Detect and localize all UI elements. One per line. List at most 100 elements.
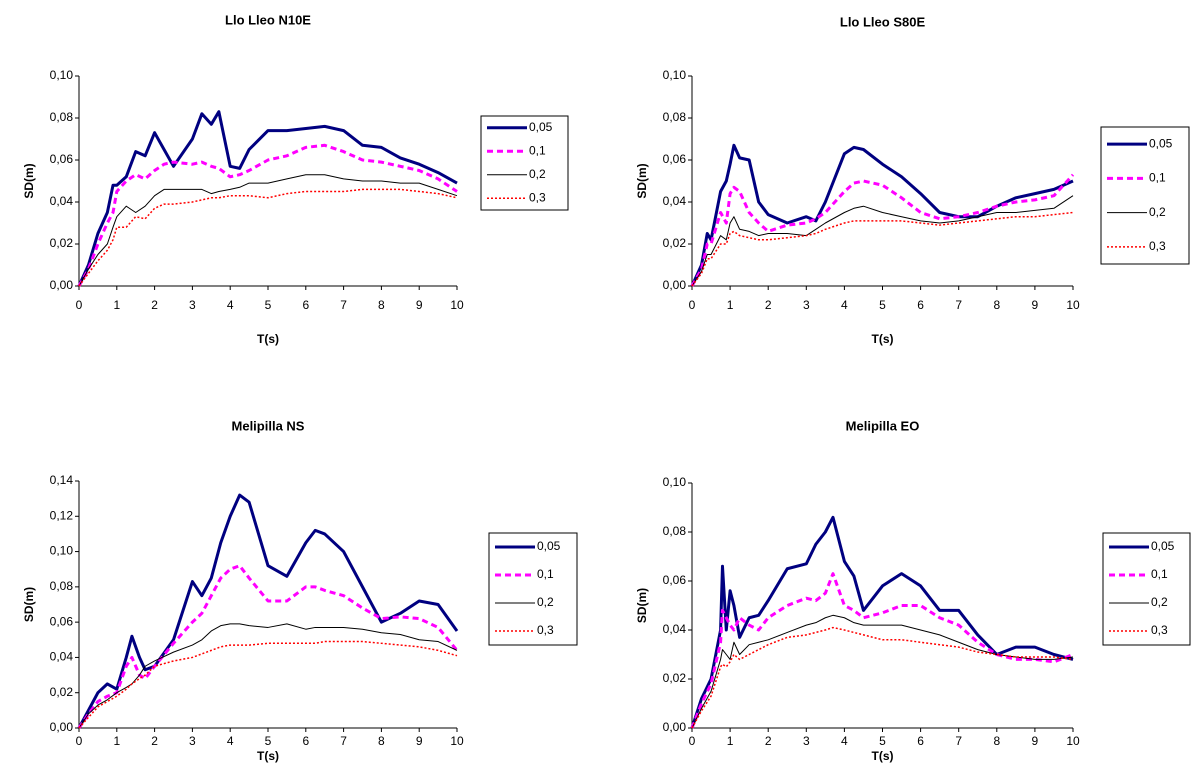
series-line xyxy=(690,572,1074,729)
series-line xyxy=(78,640,458,729)
x-tick-label: 3 xyxy=(803,298,810,312)
legend-box xyxy=(480,115,569,211)
y-tick-label: 0,14 xyxy=(50,473,74,487)
y-tick-label: 0,10 xyxy=(663,475,687,489)
x-tick-label: 10 xyxy=(450,734,464,748)
x-tick-label: 6 xyxy=(302,298,309,312)
y-axis-label: SD(m) xyxy=(22,163,36,198)
legend-label: 0,05 xyxy=(537,539,561,553)
x-axis-label: T(s) xyxy=(257,749,279,763)
x-tick-label: 4 xyxy=(841,298,848,312)
x-tick-label: 0 xyxy=(689,734,696,748)
series-line xyxy=(691,195,1074,287)
y-tick-label: 0,10 xyxy=(663,68,687,82)
series-line xyxy=(691,626,1074,729)
x-tick-label: 10 xyxy=(1066,298,1080,312)
series-line xyxy=(691,211,1074,287)
y-tick-label: 0,08 xyxy=(663,524,687,538)
x-tick-label: 9 xyxy=(416,298,423,312)
chart: Melipilla NS T(s) SD(m) 0,00 0,02 0,04 0,06 0,0… xyxy=(22,418,578,763)
series-line xyxy=(690,515,1074,729)
series-line xyxy=(78,174,458,287)
x-tick-label: 6 xyxy=(917,298,924,312)
x-axis-label: T(s) xyxy=(872,749,894,763)
x-tick-label: 6 xyxy=(917,734,924,748)
y-tick-label: 0,08 xyxy=(50,579,74,593)
x-tick-label: 3 xyxy=(189,298,196,312)
x-tick-label: 10 xyxy=(450,298,464,312)
chart: Melipilla EO T(s) SD(m) 0,00 0,02 0,04 0,06 0,0… xyxy=(635,418,1191,763)
series-line xyxy=(77,564,459,729)
x-tick-label: 0 xyxy=(76,734,83,748)
legend-label: 0,2 xyxy=(537,595,554,609)
x-tick-label: 3 xyxy=(803,734,810,748)
legend-box xyxy=(488,532,578,646)
x-tick-label: 9 xyxy=(1032,298,1039,312)
legend-label: 0,05 xyxy=(1149,136,1173,150)
legend-label: 0,3 xyxy=(529,190,546,204)
x-tick-label: 8 xyxy=(993,734,1000,748)
legend: 0,05 0,1 0,2 0,3 xyxy=(480,115,569,211)
x-tick-label: 5 xyxy=(879,734,886,748)
legend-label: 0,1 xyxy=(537,567,554,581)
legend-label: 0,3 xyxy=(1151,623,1168,637)
x-tick-label: 0 xyxy=(689,298,696,312)
chart-title: Melipilla NS xyxy=(232,418,305,433)
chart: Llo Lleo S80E T(s) SD(m) 0,00 0,02 0,04 0,06 0,… xyxy=(635,14,1190,346)
y-axis-label: SD(m) xyxy=(635,163,649,198)
y-tick-label: 0,00 xyxy=(663,278,687,292)
chart: Llo Lleo N10E T(s) SD(m) 0,00 0,02 0,04 0,06 0,… xyxy=(22,12,569,346)
legend-label: 0,3 xyxy=(537,623,554,637)
x-tick-label: 2 xyxy=(765,734,772,748)
legend-label: 0,2 xyxy=(1151,595,1168,609)
y-tick-label: 0,06 xyxy=(663,152,687,166)
x-tick-label: 2 xyxy=(765,298,772,312)
series-line xyxy=(77,493,459,729)
legend: 0,05 0,1 0,2 0,3 xyxy=(488,532,578,646)
x-tick-label: 5 xyxy=(265,298,272,312)
legend-label: 0,1 xyxy=(1151,567,1168,581)
x-axis-label: T(s) xyxy=(257,332,279,346)
y-tick-label: 0,10 xyxy=(50,68,74,82)
x-tick-label: 10 xyxy=(1066,734,1080,748)
x-tick-label: 7 xyxy=(955,734,962,748)
y-tick-label: 0,02 xyxy=(50,236,74,250)
legend-label: 0,3 xyxy=(1149,239,1166,253)
x-axis-label: T(s) xyxy=(872,332,894,346)
y-tick-label: 0,06 xyxy=(50,152,74,166)
x-tick-label: 8 xyxy=(993,298,1000,312)
series-line xyxy=(690,173,1075,287)
y-tick-label: 0,04 xyxy=(50,650,74,664)
y-tick-label: 0,00 xyxy=(50,278,74,292)
series-line xyxy=(77,143,458,287)
x-tick-label: 5 xyxy=(265,734,272,748)
y-tick-label: 0,00 xyxy=(50,720,74,734)
x-tick-label: 2 xyxy=(151,734,158,748)
y-tick-label: 0,02 xyxy=(663,236,687,250)
chart-title: Melipilla EO xyxy=(846,418,920,433)
y-tick-label: 0,00 xyxy=(663,720,687,734)
y-tick-label: 0,10 xyxy=(50,544,74,558)
chart-title: Llo Lleo S80E xyxy=(840,14,926,29)
x-tick-label: 0 xyxy=(76,298,83,312)
x-tick-label: 6 xyxy=(302,734,309,748)
x-tick-label: 8 xyxy=(378,298,385,312)
series-line xyxy=(78,623,458,729)
series-line xyxy=(77,110,458,287)
x-tick-label: 1 xyxy=(727,298,734,312)
x-tick-label: 3 xyxy=(189,734,196,748)
legend-label: 0,05 xyxy=(529,120,553,134)
legend-label: 0,1 xyxy=(529,143,546,157)
x-tick-label: 4 xyxy=(841,734,848,748)
y-tick-label: 0,06 xyxy=(663,573,687,587)
legend: 0,05 0,1 0,2 0,3 xyxy=(1102,532,1191,646)
legend-box xyxy=(1102,532,1191,646)
y-tick-label: 0,04 xyxy=(663,622,687,636)
y-tick-label: 0,04 xyxy=(663,194,687,208)
chart-title: Llo Lleo N10E xyxy=(225,12,311,27)
x-tick-label: 4 xyxy=(227,298,234,312)
y-tick-label: 0,08 xyxy=(50,110,74,124)
series-line xyxy=(690,143,1074,287)
y-tick-label: 0,04 xyxy=(50,194,74,208)
